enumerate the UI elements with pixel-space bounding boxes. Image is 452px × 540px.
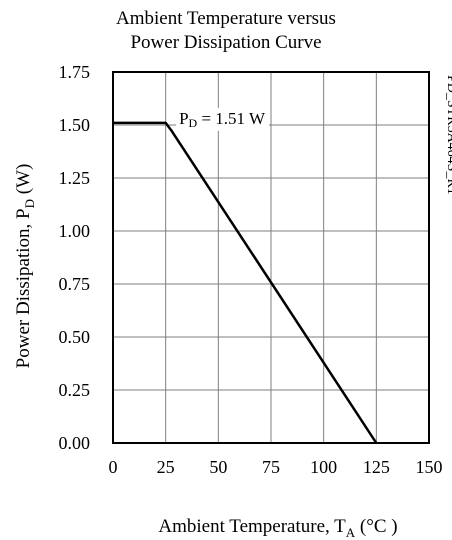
x-tick-label: 125 [363,457,390,477]
x-tick-label: 25 [157,457,175,477]
pd-annotation: PD = 1.51 W [179,109,266,130]
figure-code: PD_STR5A464S_R1 [444,75,452,195]
y-axis-label-main: Power Dissipation, P [13,208,34,368]
series-layer [113,121,378,444]
x-tick-label: 75 [262,457,280,477]
x-axis-label-main: Ambient Temperature, T [158,516,346,537]
x-axis-label: Ambient Temperature, TA (°C ) [158,516,397,540]
plot-frame [112,71,430,444]
x-tick-label: 150 [416,457,443,477]
y-tick-label: 1.25 [59,168,91,188]
grid-lines [112,71,430,444]
y-axis-label-unit: (W) [13,164,34,199]
annotation-subscript: D [189,116,198,130]
annotation-value: = 1.51 W [197,109,266,128]
y-axis-label-sub: D [22,199,37,208]
y-tick-label: 1.00 [59,221,91,241]
x-axis-label-unit: (°C ) [355,516,397,537]
y-tick-label: 0.75 [59,274,91,294]
y-tick-label: 1.75 [59,62,91,82]
annotation-symbol: P [179,109,188,128]
x-tick-label: 50 [209,457,227,477]
x-axis-label-sub: A [346,525,356,540]
annotation-background [176,107,270,131]
x-tick-label: 100 [310,457,337,477]
y-tick-label: 0.50 [59,327,91,347]
x-tick-label: 0 [109,457,118,477]
series-line-0 [113,121,378,444]
y-tick-label: 0.25 [59,380,91,400]
x-tick-labels: 0 25 50 75 100 125 150 [109,457,443,477]
y-tick-labels: 0.00 0.25 0.50 0.75 1.00 1.25 1.50 1.75 [59,62,91,453]
chart-title-line-1: Ambient Temperature versus [116,8,336,29]
y-tick-label: 1.50 [59,115,91,135]
y-tick-label: 0.00 [59,433,91,453]
chart-title-line-2: Power Dissipation Curve [130,32,322,53]
y-axis-label: Power Dissipation, PD (W) [13,164,37,369]
